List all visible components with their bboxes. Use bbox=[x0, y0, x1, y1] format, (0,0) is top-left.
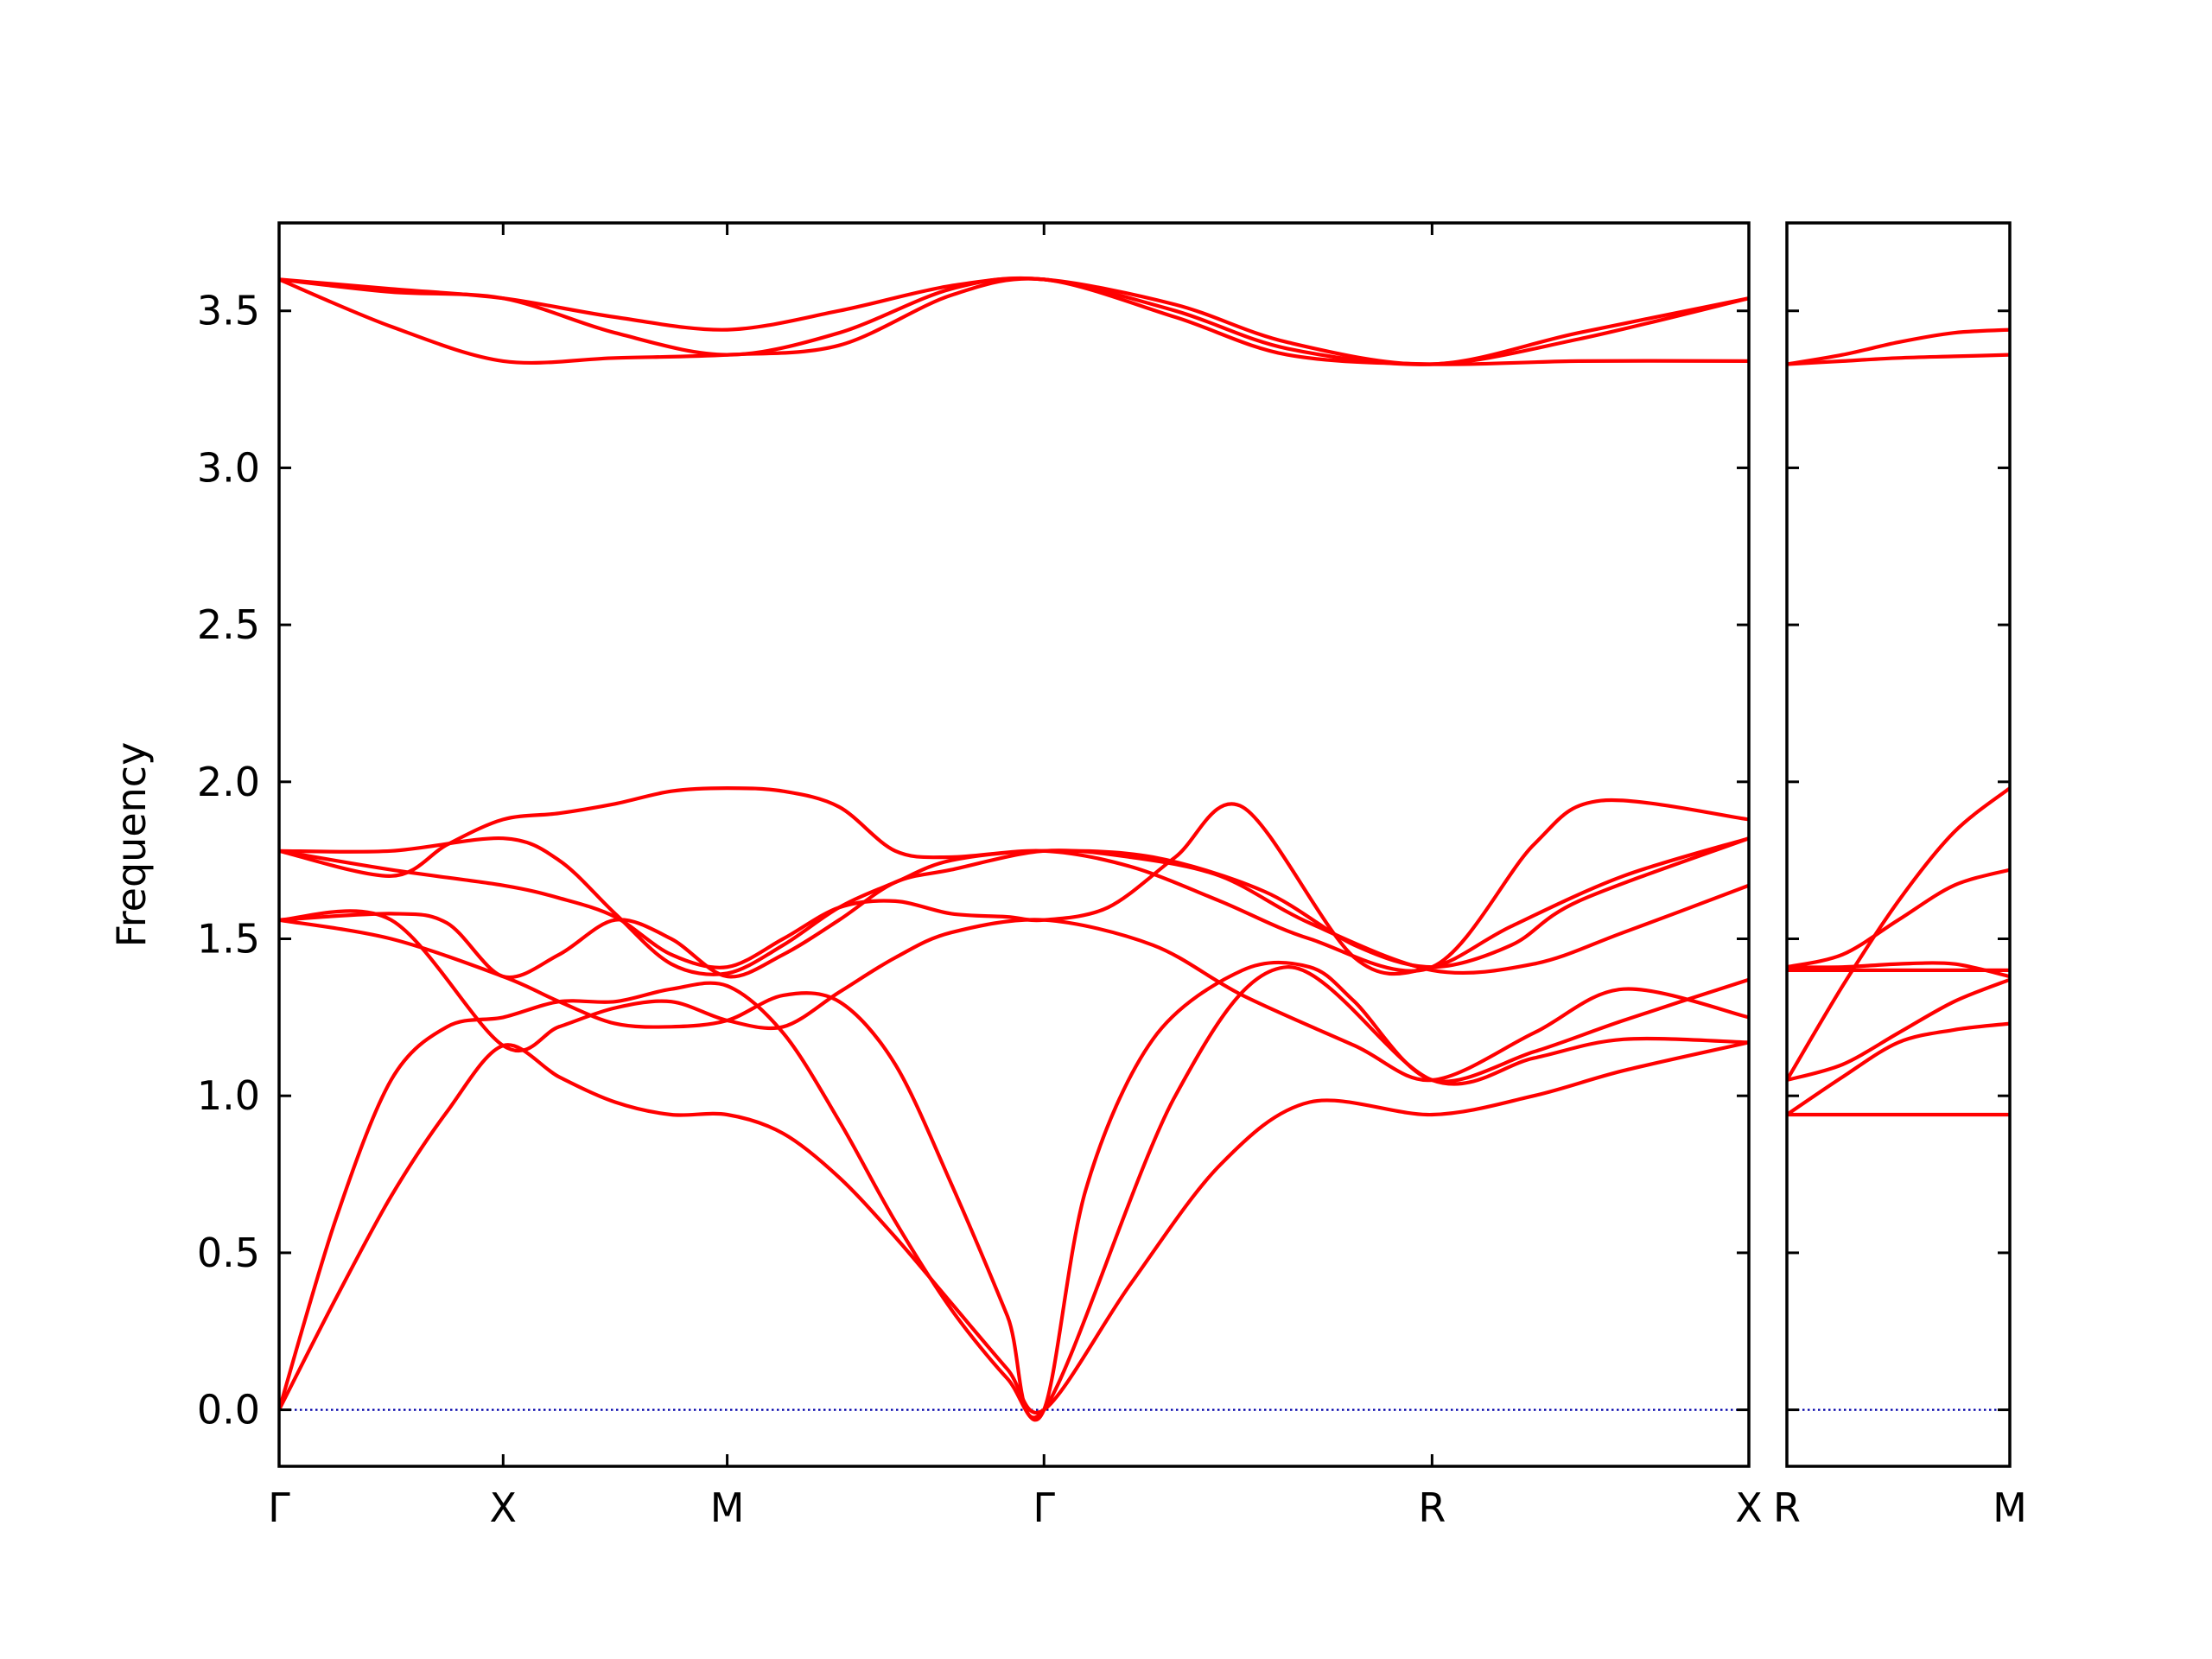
phonon-band-2 bbox=[1787, 1021, 2010, 1117]
phonon-band-2 bbox=[279, 960, 1749, 1422]
phonon-band-11 bbox=[279, 276, 1749, 366]
y-tick-label: 2.5 bbox=[197, 601, 260, 648]
main-panel: 0.0 0.5 1.0 1.5 2.0 2.5 3.0 3.5 Γ X M Γ R X bbox=[197, 221, 1763, 1531]
phonon-band-9 bbox=[279, 276, 1749, 366]
x-tick-label: Γ bbox=[1033, 1484, 1055, 1531]
x-tick-label: R bbox=[1418, 1484, 1446, 1531]
x-tick-label: M bbox=[710, 1484, 745, 1531]
y-tick-label: 1.0 bbox=[197, 1072, 260, 1119]
phonon-band-8 bbox=[1787, 353, 2010, 366]
phonon-band-4 bbox=[1787, 786, 2010, 1083]
y-tick-label: 0.5 bbox=[197, 1230, 260, 1276]
phonon-band-3 bbox=[1787, 977, 2010, 1083]
x-tick-label: Γ bbox=[268, 1484, 290, 1531]
y-tick-label: 3.5 bbox=[197, 288, 260, 334]
phonon-band-6 bbox=[1787, 961, 2010, 979]
axes-frame bbox=[277, 221, 1751, 1468]
x-tick-label: M bbox=[1993, 1484, 2027, 1531]
x-tick-label: R bbox=[1773, 1484, 1801, 1531]
y-tick-label: 1.5 bbox=[197, 916, 260, 963]
y-tick-label: 0.0 bbox=[197, 1387, 260, 1433]
phonon-band-5 bbox=[1787, 868, 2010, 969]
phonon-band-4 bbox=[279, 909, 1749, 1083]
y-tick-label: 2.0 bbox=[197, 759, 260, 805]
bands-group bbox=[1787, 327, 2010, 1117]
bands-group bbox=[279, 276, 1749, 1422]
phonon-band-8 bbox=[279, 786, 1749, 973]
x-tick-label: X bbox=[490, 1484, 518, 1531]
y-axis-label: Frequency bbox=[108, 742, 155, 948]
y-tick-label: 3.0 bbox=[197, 444, 260, 491]
axes-frame bbox=[1785, 221, 2012, 1468]
x-tick-label: X bbox=[1735, 1484, 1763, 1531]
phonon-band-9 bbox=[1787, 327, 2010, 366]
phonon-band-7 bbox=[279, 836, 1749, 976]
phonon-band-1 bbox=[279, 1040, 1749, 1414]
